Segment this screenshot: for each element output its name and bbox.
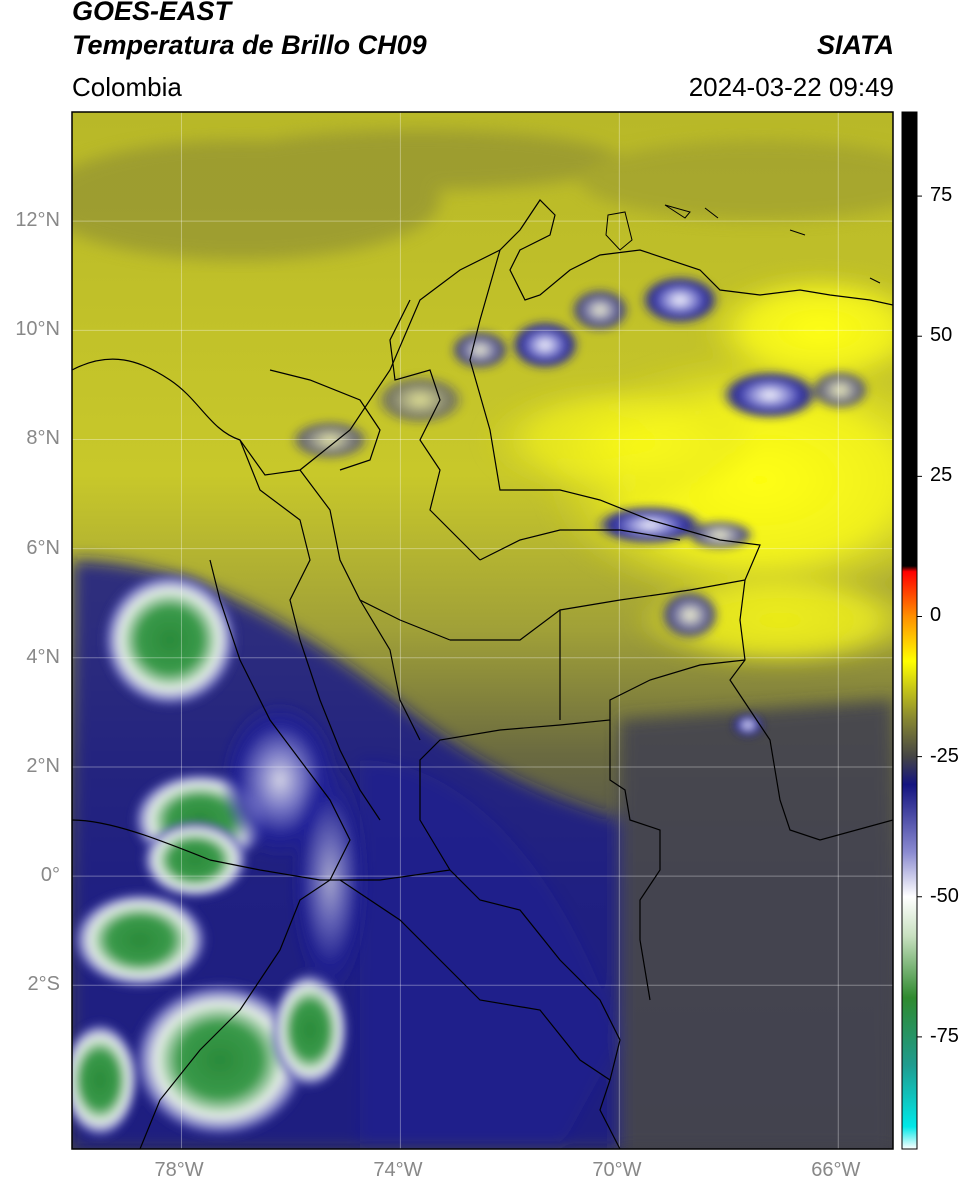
colorbar-tick-label: -50 xyxy=(930,884,959,907)
islands xyxy=(605,204,881,284)
lat-tick-label: 2°N xyxy=(26,754,60,777)
satellite-title: GOES-EAST xyxy=(72,0,232,26)
country-borders xyxy=(72,199,893,1149)
graticule xyxy=(72,112,893,1149)
colorbar-tick-label: 75 xyxy=(930,184,953,207)
product-title: Temperatura de Brillo CH09 xyxy=(72,30,427,60)
lat-tick-label: 12°N xyxy=(15,209,60,232)
lon-tick-label: 74°W xyxy=(373,1159,423,1181)
lat-tick-label: 6°N xyxy=(26,536,60,559)
lon-tick-label: 70°W xyxy=(592,1159,642,1181)
colorbar-tick-label: 25 xyxy=(930,464,953,487)
lat-tick-label: 10°N xyxy=(15,318,60,341)
region-label: Colombia xyxy=(72,72,182,102)
colorbar-tick-label: -75 xyxy=(930,1024,959,1047)
lon-tick-label: 66°W xyxy=(811,1159,861,1181)
colorbar-tick-label: 0 xyxy=(930,604,942,627)
brightness-temperature-field xyxy=(72,112,893,1149)
brand-label: SIATA xyxy=(817,30,894,60)
lat-tick-label: 0° xyxy=(40,864,60,887)
colorbar xyxy=(901,111,922,1150)
colorbar-tick-label: 50 xyxy=(930,324,953,347)
colorbar-ramp xyxy=(901,111,918,1150)
lon-tick-label: 78°W xyxy=(154,1159,204,1181)
lat-tick-label: 8°N xyxy=(26,427,60,450)
colorbar-tick-label: -25 xyxy=(930,744,959,767)
lat-tick-label: 4°N xyxy=(26,645,60,668)
lat-tick-label: 2°S xyxy=(27,973,60,996)
map-frame xyxy=(71,111,894,1150)
timestamp-label: 2024-03-22 09:49 xyxy=(688,72,894,102)
